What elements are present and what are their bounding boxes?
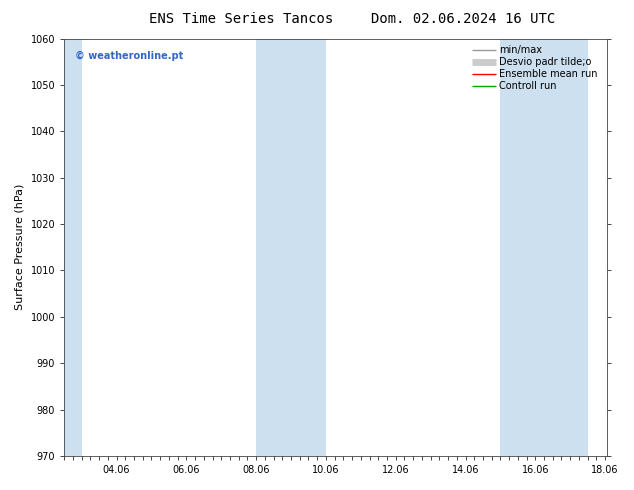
Bar	[64, 39, 82, 456]
Bar	[256, 39, 326, 456]
Text: © weatheronline.pt: © weatheronline.pt	[75, 51, 183, 61]
Y-axis label: Surface Pressure (hPa): Surface Pressure (hPa)	[15, 184, 25, 311]
Legend: min/max, Desvio padr tilde;o, Ensemble mean run, Controll run: min/max, Desvio padr tilde;o, Ensemble m…	[470, 44, 602, 93]
Text: ENS Time Series Tancos: ENS Time Series Tancos	[149, 12, 333, 26]
Text: Dom. 02.06.2024 16 UTC: Dom. 02.06.2024 16 UTC	[371, 12, 555, 26]
Bar	[500, 39, 588, 456]
